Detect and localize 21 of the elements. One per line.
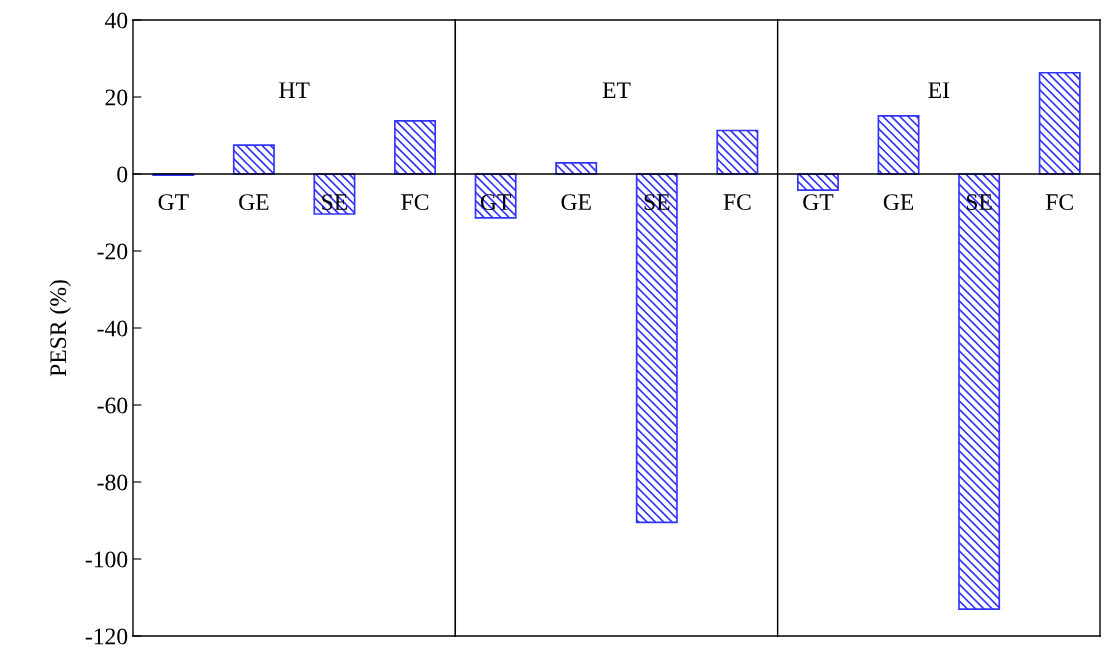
y-tick-label: 20 [105, 89, 128, 106]
y-tick-label: -40 [97, 320, 128, 337]
x-tick-label: GE [561, 194, 591, 211]
text: HT [279, 82, 310, 98]
y-tick-label: -20 [97, 243, 128, 260]
y-tick-label: -120 [85, 628, 128, 645]
x-tick-label: GT [158, 194, 189, 211]
x-tick-label: GT [803, 194, 834, 211]
y-tick-label: -80 [97, 474, 128, 491]
y-tick-label: -60 [97, 397, 128, 414]
y-tick-label: 0 [117, 166, 128, 183]
y-tick-label: -100 [85, 551, 128, 568]
x-tick-label: FC [1045, 194, 1073, 211]
text: ET [602, 82, 631, 98]
x-tick-label: GE [239, 194, 269, 211]
text: EI [928, 82, 950, 98]
y-tick-label: 40 [104, 12, 128, 29]
x-tick-label: FC [401, 194, 429, 211]
x-tick-label: FC [723, 194, 751, 211]
y-axis-title: PESR (%) [49, 280, 71, 377]
x-tick-label: GE [883, 194, 914, 211]
